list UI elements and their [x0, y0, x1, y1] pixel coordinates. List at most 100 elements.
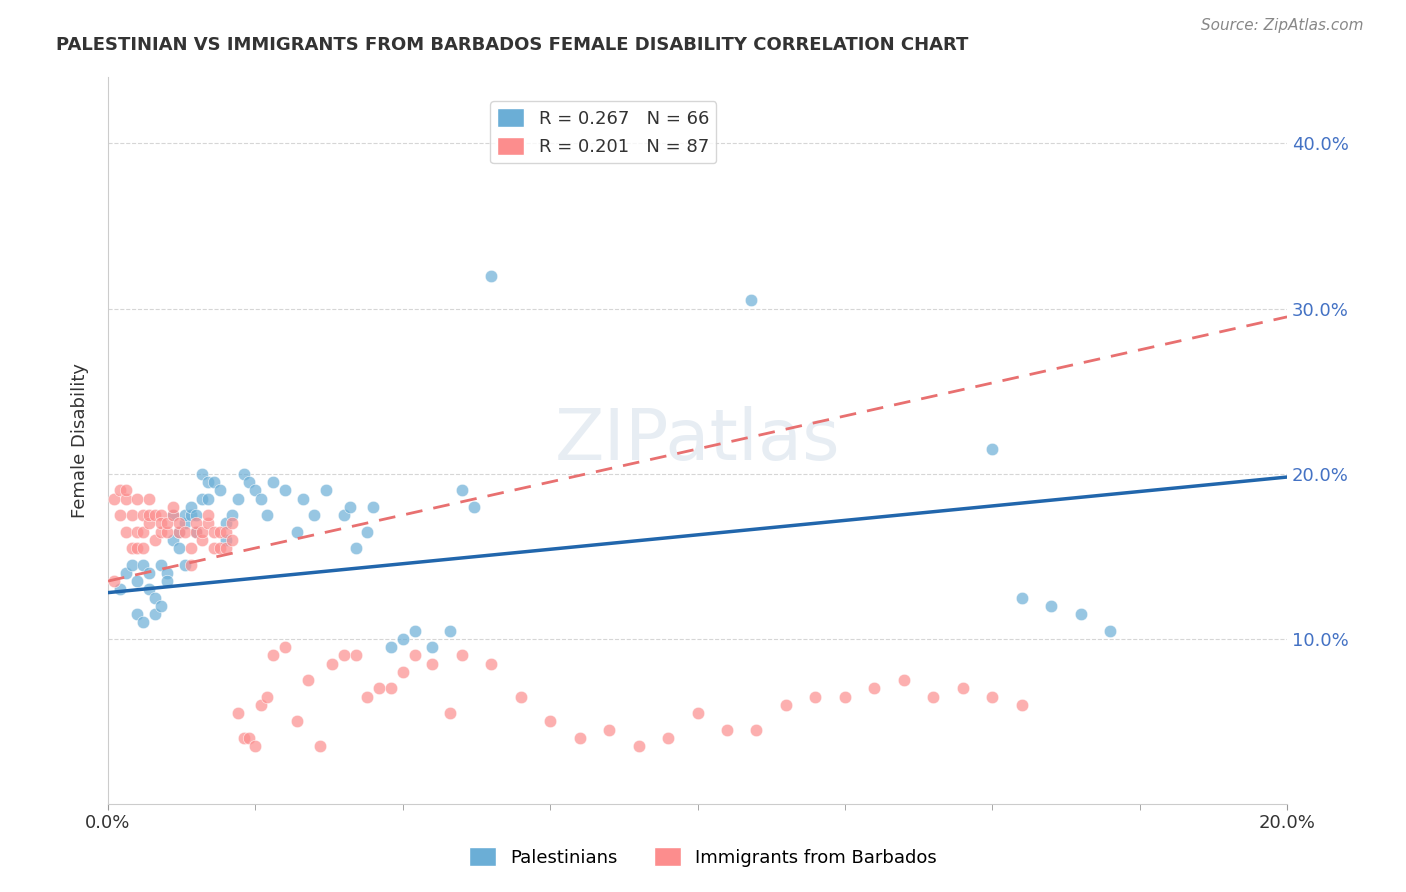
Point [167, 516, 190, 531]
Point [834, 690, 856, 704]
Point [132, 541, 155, 555]
Point [256, 508, 278, 522]
Point [173, 516, 195, 531]
Point [108, 483, 131, 498]
Point [138, 508, 160, 522]
Point [191, 467, 214, 481]
Point [380, 640, 402, 654]
Point [479, 268, 502, 283]
Y-axis label: Female Disability: Female Disability [72, 363, 89, 518]
Point [208, 483, 231, 498]
Point [162, 508, 184, 522]
Point [245, 483, 267, 498]
Point [143, 607, 166, 621]
Point [893, 673, 915, 687]
Point [202, 524, 225, 539]
Point [285, 714, 308, 729]
Point [191, 524, 214, 539]
Point [232, 467, 254, 481]
Point [250, 491, 273, 506]
Point [150, 516, 173, 531]
Point [745, 723, 768, 737]
Point [132, 508, 155, 522]
Point [238, 475, 260, 489]
Point [150, 558, 173, 572]
Point [981, 442, 1004, 456]
Point [256, 690, 278, 704]
Point [197, 508, 219, 522]
Point [150, 599, 173, 613]
Point [215, 516, 238, 531]
Point [143, 508, 166, 522]
Point [285, 524, 308, 539]
Point [391, 632, 413, 646]
Point [450, 648, 472, 663]
Point [150, 524, 173, 539]
Point [321, 657, 343, 671]
Point [238, 731, 260, 745]
Point [740, 293, 762, 308]
Point [1040, 599, 1063, 613]
Point [186, 516, 208, 531]
Point [538, 714, 561, 729]
Point [180, 508, 202, 522]
Point [127, 491, 149, 506]
Point [173, 558, 195, 572]
Point [208, 524, 231, 539]
Point [162, 508, 184, 522]
Point [138, 582, 160, 597]
Point [197, 475, 219, 489]
Point [404, 648, 426, 663]
Point [202, 541, 225, 555]
Point [127, 541, 149, 555]
Point [108, 582, 131, 597]
Point [339, 500, 361, 514]
Point [138, 491, 160, 506]
Point [1099, 624, 1122, 638]
Point [127, 524, 149, 539]
Point [262, 648, 284, 663]
Point [380, 681, 402, 696]
Point [568, 731, 591, 745]
Point [132, 524, 155, 539]
Point [180, 541, 202, 555]
Point [368, 681, 391, 696]
Point [186, 508, 208, 522]
Point [657, 731, 679, 745]
Point [150, 508, 173, 522]
Point [114, 483, 136, 498]
Point [197, 516, 219, 531]
Point [804, 690, 827, 704]
Point [333, 648, 356, 663]
Point [114, 491, 136, 506]
Point [981, 690, 1004, 704]
Point [127, 574, 149, 588]
Point [221, 508, 243, 522]
Point [304, 508, 326, 522]
Point [143, 533, 166, 547]
Point [162, 533, 184, 547]
Point [232, 731, 254, 745]
Point [333, 508, 356, 522]
Point [108, 508, 131, 522]
Point [156, 566, 179, 580]
Point [775, 698, 797, 712]
Point [226, 706, 249, 721]
Legend: Palestinians, Immigrants from Barbados: Palestinians, Immigrants from Barbados [461, 840, 945, 874]
Point [167, 524, 190, 539]
Point [274, 640, 297, 654]
Point [1070, 607, 1092, 621]
Point [250, 698, 273, 712]
Point [952, 681, 974, 696]
Point [598, 723, 620, 737]
Point [156, 574, 179, 588]
Point [420, 640, 443, 654]
Point [162, 500, 184, 514]
Point [202, 475, 225, 489]
Point [215, 533, 238, 547]
Point [103, 574, 125, 588]
Point [391, 665, 413, 679]
Point [167, 541, 190, 555]
Point [922, 690, 945, 704]
Point [356, 690, 378, 704]
